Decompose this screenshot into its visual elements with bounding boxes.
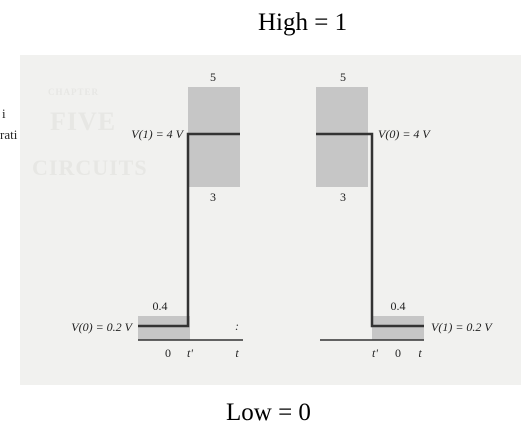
right-low-label: V(1) = 0.2 V bbox=[431, 320, 493, 334]
left-low-band bbox=[138, 316, 190, 340]
right-low-band-top: 0.4 bbox=[391, 299, 406, 313]
left-tick-0: 0 bbox=[165, 346, 171, 360]
margin-fragment-2: rati bbox=[0, 127, 18, 142]
right-tick-0: 0 bbox=[395, 346, 401, 360]
right-band-bottom-3: 3 bbox=[340, 190, 346, 204]
bg-word-chapter: CHAPTER bbox=[48, 87, 100, 97]
left-tick-tprime: t' bbox=[187, 346, 193, 360]
left-high-band bbox=[188, 87, 240, 187]
right-trace bbox=[316, 132, 424, 328]
left-high-label: V(1) = 4 V bbox=[131, 127, 184, 141]
left-tick-t: t bbox=[235, 346, 239, 360]
left-trace bbox=[138, 132, 240, 328]
left-low-label: V(0) = 0.2 V bbox=[71, 320, 133, 334]
left-stray-mark: : bbox=[235, 319, 239, 333]
right-panel: 5 3 V(0) = 4 V 0.4 V(1) = 0.2 V t' 0 t bbox=[316, 70, 493, 360]
bg-word-five: FIVE bbox=[50, 107, 117, 136]
left-low-band-top: 0.4 bbox=[153, 299, 168, 313]
left-band-top-5: 5 bbox=[210, 70, 216, 84]
right-high-label: V(0) = 4 V bbox=[378, 127, 431, 141]
bg-word-circuits: CIRCUITS bbox=[32, 155, 148, 180]
right-high-band bbox=[316, 87, 368, 187]
margin-fragment-1: i bbox=[2, 106, 6, 121]
scanned-figure-background: CHAPTER FIVE CIRCUITS bbox=[20, 55, 521, 385]
title-high: High = 1 bbox=[258, 9, 348, 36]
right-band-top-5: 5 bbox=[340, 70, 346, 84]
left-panel: 5 3 V(1) = 4 V 0.4 V(0) = 0.2 V 0 t' t : bbox=[71, 70, 243, 360]
title-low: Low = 0 bbox=[226, 399, 311, 426]
right-low-band bbox=[372, 316, 424, 340]
left-band-bottom-3: 3 bbox=[210, 190, 216, 204]
right-tick-tprime: t' bbox=[372, 346, 378, 360]
right-tick-t: t bbox=[418, 346, 422, 360]
